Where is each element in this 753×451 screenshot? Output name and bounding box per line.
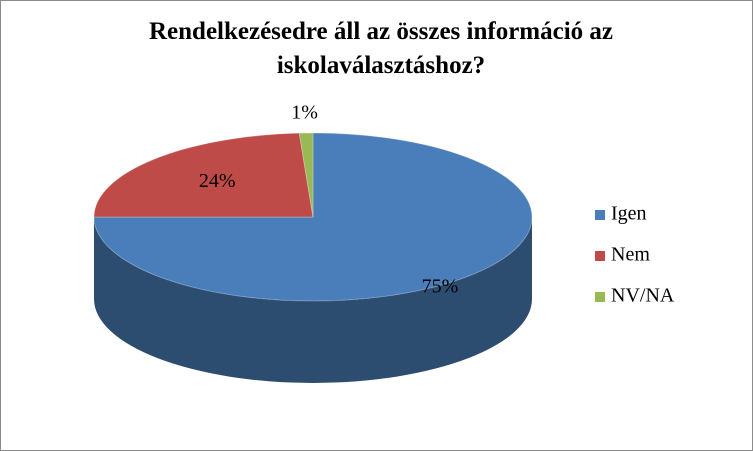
data-label: 1% xyxy=(291,101,318,123)
chart-title: Rendelkezésedre áll az összes információ… xyxy=(148,18,613,79)
legend-swatch xyxy=(595,251,605,261)
legend-label: Nem xyxy=(611,244,650,266)
data-label: 75% xyxy=(422,275,459,297)
legend-label: NV/NA xyxy=(611,285,675,307)
legend-swatch xyxy=(595,210,605,220)
pie-slice xyxy=(298,132,314,218)
data-label: 24% xyxy=(199,170,236,192)
pie-slice xyxy=(93,132,314,218)
legend-label: Igen xyxy=(611,203,647,225)
legend-swatch xyxy=(595,292,605,302)
pie-slice-side xyxy=(94,217,532,383)
